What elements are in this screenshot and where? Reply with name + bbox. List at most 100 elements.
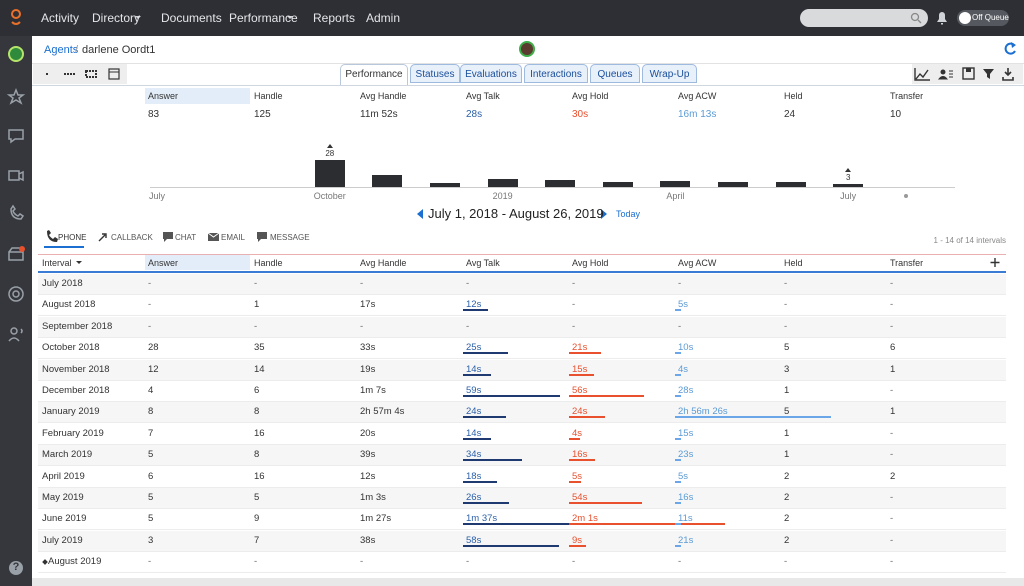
table-row <box>38 509 1006 531</box>
table-cell: 1m 37s <box>466 513 498 525</box>
table-cell: 1m 7s <box>360 385 386 396</box>
date-range[interactable]: July 1, 2018 - August 26, 2019 <box>428 206 604 221</box>
breadcrumb-sep: / <box>75 44 79 56</box>
breadcrumb-link[interactable]: Agents <box>44 44 79 56</box>
table-cell: 56s <box>572 385 588 396</box>
interval-cell: August 2018 <box>42 299 96 311</box>
table-cell: 5 <box>148 492 154 503</box>
annotation-marker <box>326 143 333 148</box>
tab[interactable]: Wrap-Up <box>642 64 697 83</box>
nav-item[interactable]: Admin <box>366 11 401 25</box>
tab[interactable]: Statuses <box>410 64 460 83</box>
sidebar <box>0 36 32 586</box>
column-header[interactable]: Interval <box>42 258 72 268</box>
timeline-bar <box>775 182 806 187</box>
duration-bar <box>675 523 682 526</box>
tab[interactable]: Performance <box>340 64 408 85</box>
table-row <box>38 338 1006 360</box>
table-cell: - <box>572 299 576 311</box>
summary-header: Avg Hold <box>572 91 609 101</box>
media-tab[interactable]: MESSAGE <box>270 233 310 242</box>
table-cell: - <box>148 299 152 311</box>
table-cell: 2 <box>890 470 896 482</box>
nav-item[interactable]: Performance <box>229 11 298 25</box>
table-cell: 8 <box>254 449 260 461</box>
summary-header: Avg Talk <box>466 91 500 101</box>
media-tab[interactable]: EMAIL <box>221 233 246 242</box>
queue-toggle-label[interactable]: Off Queue <box>972 13 1009 22</box>
table-row <box>38 466 1006 488</box>
duration-bar <box>675 395 682 397</box>
column-header: Avg Talk <box>466 258 500 268</box>
breadcrumb-current: darlene Oordt1 <box>82 44 156 56</box>
table-cell: 6 <box>148 470 154 482</box>
timeline-end-dot <box>904 194 908 198</box>
duration-bar <box>675 352 682 355</box>
table-cell: 28 <box>148 342 159 354</box>
timeline-annotation: 3 <box>845 173 851 183</box>
table-cell: 24s <box>466 406 482 418</box>
table-cell: - <box>254 320 258 332</box>
summary-header: Avg ACW <box>678 91 717 101</box>
tab[interactable]: Evaluations <box>460 64 522 83</box>
interval-cell: January 2019 <box>42 406 100 418</box>
timeline-annotation: 28 <box>325 148 335 158</box>
view-buttons[interactable] <box>33 64 127 84</box>
nav-item[interactable]: Directory <box>92 11 141 25</box>
summary-value: 125 <box>254 109 271 120</box>
table-cell: 6 <box>890 342 896 354</box>
table-cell: 16s <box>678 492 694 503</box>
table-cell: - <box>678 320 682 332</box>
table-cell: - <box>890 492 894 503</box>
table-cell: 5 <box>148 449 154 461</box>
tab[interactable]: Queues <box>590 64 640 83</box>
table-cell: 5 <box>784 406 790 418</box>
interval-cell: November 2018 <box>42 363 110 375</box>
summary-value: 83 <box>148 109 160 120</box>
table-cell: 9s <box>572 534 583 546</box>
table-row <box>38 274 1006 295</box>
table-cell: 4s <box>678 363 689 375</box>
media-tab[interactable]: CALLBACK <box>111 233 153 242</box>
queue-toggle[interactable] <box>957 10 1009 26</box>
nav-item[interactable]: Reports <box>313 11 356 25</box>
table-cell: 33s <box>360 342 376 354</box>
table-cell: 17s <box>360 299 376 311</box>
table-cell: 7 <box>148 427 154 439</box>
duration-bar <box>569 373 594 376</box>
duration-bar <box>463 395 561 397</box>
table-cell: 35 <box>254 342 265 354</box>
duration-bar <box>463 437 491 440</box>
duration-bar <box>569 437 580 440</box>
search-box[interactable] <box>800 9 928 27</box>
duration-bar <box>569 523 725 526</box>
table-row <box>38 316 1006 338</box>
nav-item[interactable]: Activity <box>41 11 80 25</box>
table-row <box>38 295 1006 317</box>
bell-icon[interactable] <box>937 12 947 25</box>
table-cell: - <box>572 556 576 568</box>
table-cell: 20s <box>360 427 376 439</box>
table-cell: 2 <box>784 492 790 503</box>
nav-item[interactable]: Documents <box>161 11 222 25</box>
table-cell: - <box>254 278 258 289</box>
help-icon[interactable]: ? <box>12 561 20 573</box>
duration-bar <box>569 459 595 462</box>
table-cell: - <box>784 556 788 568</box>
column-header: Handle <box>254 258 283 268</box>
table-cell: 8 <box>254 406 260 418</box>
tab[interactable]: Interactions <box>524 64 588 83</box>
column-header: Transfer <box>890 258 924 268</box>
media-tab[interactable]: CHAT <box>175 233 197 242</box>
duration-bar <box>675 373 682 376</box>
table-cell: 10s <box>678 342 694 354</box>
summary-value: 11m 52s <box>360 109 398 120</box>
summary-header: Held <box>784 91 803 101</box>
today-link[interactable]: Today <box>616 209 641 219</box>
table-cell: 19s <box>360 363 376 375</box>
table-cell: 21s <box>572 342 588 354</box>
summary-value: 30s <box>572 109 589 120</box>
media-tab[interactable]: PHONE <box>58 233 87 242</box>
interval-cell: July 2018 <box>42 278 83 289</box>
duration-bar <box>569 502 642 504</box>
